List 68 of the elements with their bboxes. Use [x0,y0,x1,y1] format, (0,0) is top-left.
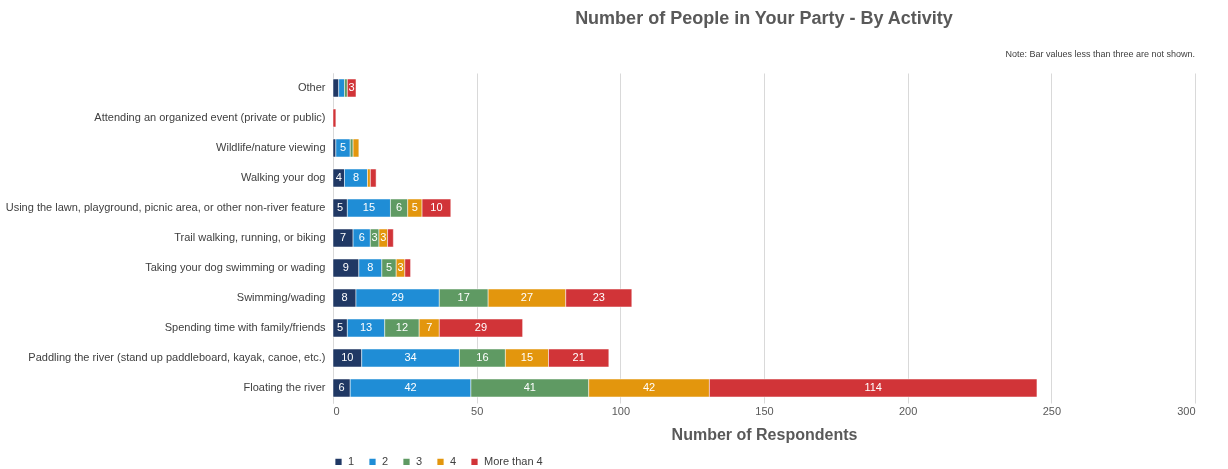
y-tick-label: Trail walking, running, or biking [174,231,326,243]
data-label: 6 [338,381,345,393]
legend-label: More than 4 [484,454,543,467]
data-label: 7 [426,321,433,333]
text: Note: Bar values less than three are not shown. [1005,49,1195,59]
y-tick-label: Taking your dog swimming or wading [145,261,326,273]
data-label: 21 [572,351,585,363]
data-label: 3 [397,261,404,273]
legend-label: 4 [450,454,457,467]
y-tick-label: Using the lawn, playground, picnic area, or other non-river feature [5,201,326,213]
x-tick-label: 250 [1042,404,1062,417]
data-label: 9 [342,261,349,273]
data-label: 3 [380,231,387,243]
data-label: 15 [362,201,376,213]
bar [347,78,357,98]
legend-label: 2 [382,454,389,467]
y-tick-label: Attending an organized event (private or public) [94,111,326,123]
x-tick-label: 100 [611,404,631,417]
data-label: 16 [476,351,489,363]
data-label: 8 [367,261,374,273]
data-label: 8 [352,171,360,183]
data-label: 5 [337,321,344,333]
data-label: 42 [404,381,417,393]
data-label: 42 [642,381,656,393]
data-label: 5 [411,201,418,213]
data-label: 41 [523,381,536,393]
bar [332,108,337,128]
chart-title: Number of People in Your Party - By Activity [575,8,953,28]
data-label: 5 [337,201,344,213]
data-label: 5 [339,141,347,153]
x-tick-label: 50 [471,404,484,417]
x-tick-label: 0 [333,404,340,417]
data-label: 29 [391,291,404,303]
data-label: 114 [864,381,882,393]
x-tick-label: 150 [755,404,774,417]
x-tick-label: 300 [1177,404,1196,417]
data-label: 3 [371,231,378,243]
data-label: 23 [592,291,605,303]
bar [335,138,351,158]
y-tick-label: Swimming/wading [236,291,326,303]
data-label: 15 [520,351,534,363]
bar [352,138,360,158]
y-tick-label: Wildlife/nature viewing [216,141,326,153]
data-label: 3 [348,81,355,93]
data-label: 27 [520,291,534,303]
data-label: 12 [395,321,409,333]
x-tick-label: 200 [898,404,918,417]
data-label: 13 [359,321,373,333]
data-label: 4 [335,171,342,183]
data-label: 10 [430,201,443,213]
y-tick-label: Paddling the river (stand up paddleboard, kayak, canoe, etc.) [28,351,326,363]
data-label: 17 [457,291,470,303]
legend-label: 1 [348,454,355,467]
y-tick-label: Floating the river [243,381,326,393]
data-label: 5 [385,261,393,273]
data-label: 34 [404,351,417,363]
legend-label: 3 [416,454,423,467]
x-axis-title: Number of Respondents [671,425,858,443]
data-label: 7 [339,231,347,243]
y-tick-label: Other [297,81,326,93]
y-tick-label: Walking your dog [240,171,326,183]
data-label: 8 [341,291,348,303]
data-label: 6 [358,231,365,243]
data-label: 29 [474,321,488,333]
y-tick-label: Spending time with family/friends [164,321,326,333]
data-label: 10 [341,351,354,363]
bar [370,168,377,188]
data-label: 6 [396,201,403,213]
